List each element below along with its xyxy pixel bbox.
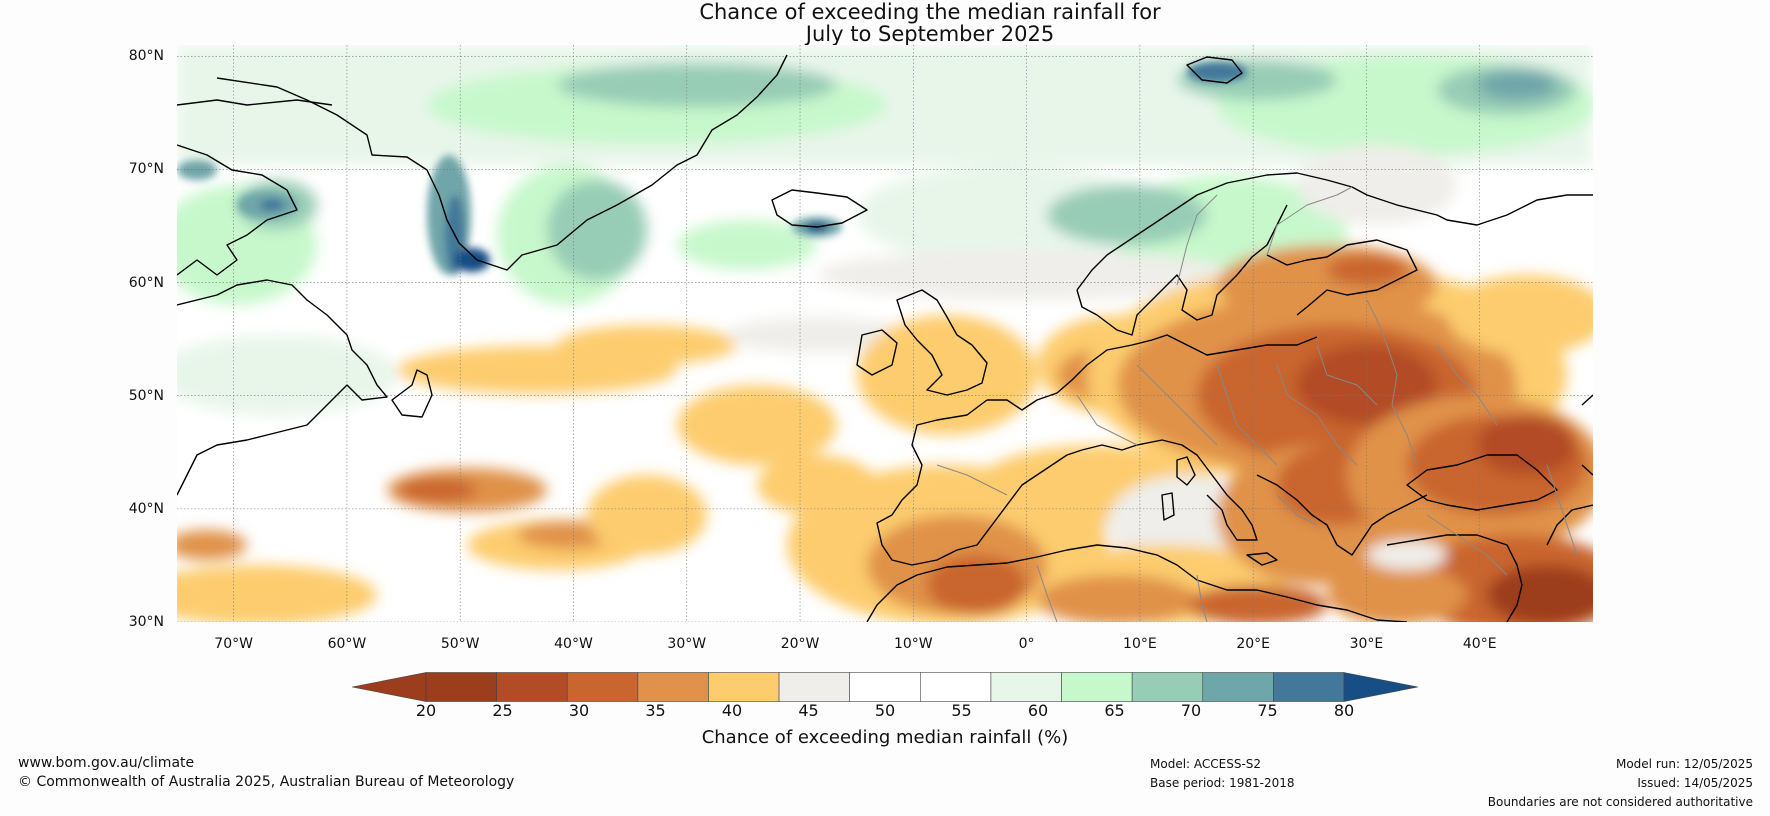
longitude-label: 40°W	[554, 636, 593, 652]
longitude-label: 30°W	[667, 636, 707, 652]
longitude-label: 30°E	[1349, 636, 1384, 652]
colorbar-segment	[849, 672, 921, 702]
colorbar-tick-label: 20	[415, 701, 437, 720]
latitude-label: 40°N	[128, 500, 164, 517]
colorbar-segment	[1273, 672, 1345, 702]
colorbar-label: Chance of exceeding median rainfall (%)	[701, 727, 1069, 748]
colorbar-segment	[425, 672, 497, 702]
colorbar-over-arrow	[1343, 672, 1418, 702]
colorbar-tick-label: 65	[1104, 701, 1125, 720]
chart-title-line-1: Chance of exceeding the median rainfall …	[699, 0, 1161, 24]
model-run-date: Model run: 12/05/2025	[1615, 757, 1753, 771]
colorbar-tick-label: 55	[951, 701, 972, 720]
colorbar-tick-label: 80	[1333, 701, 1355, 720]
latitude-label: 70°N	[128, 161, 164, 178]
national-borders	[936, 186, 1578, 622]
longitude-label: 40°E	[1462, 636, 1497, 652]
latitude-label: 50°N	[128, 387, 164, 404]
longitude-label: 10°W	[893, 636, 933, 652]
longitude-label: 20°E	[1236, 636, 1270, 652]
base-period: Base period: 1981-2018	[1150, 776, 1295, 790]
longitude-label: 50°W	[440, 636, 480, 652]
copyright-notice: © Commonwealth of Australia 2025, Austra…	[18, 774, 515, 790]
longitude-label: 60°W	[327, 636, 367, 652]
website-url[interactable]: www.bom.gov.au/climate	[18, 755, 195, 771]
gridlines	[177, 45, 1593, 622]
longitude-label: 10°E	[1123, 636, 1157, 652]
latitude-label: 30°N	[128, 614, 164, 630]
boundary-disclaimer: Boundaries are not considered authoritat…	[1487, 795, 1753, 809]
colorbar-under-arrow	[352, 672, 427, 702]
forecast-map	[177, 45, 1593, 622]
colorbar-segment	[566, 672, 639, 702]
colorbar-segment	[920, 672, 992, 702]
colorbar-segment	[990, 672, 1062, 702]
colorbar-tick-label: 45	[798, 701, 819, 720]
colorbar-segment	[708, 672, 780, 702]
model-name: Model: ACCESS-S2	[1150, 757, 1262, 771]
colorbar-segment	[1202, 672, 1274, 702]
colorbar-segment	[1061, 672, 1133, 702]
longitude-label: 70°W	[214, 636, 253, 652]
coastlines	[177, 54, 1593, 622]
colorbar-segment	[496, 672, 568, 702]
colorbar-tick-label: 50	[874, 701, 896, 720]
colorbar	[352, 672, 1418, 702]
colorbar-tick-label: 60	[1027, 701, 1049, 720]
colorbar-segment	[1131, 672, 1204, 702]
issued-date: Issued: 14/05/2025	[1637, 776, 1753, 790]
latitude-label: 80°N	[128, 48, 164, 65]
colorbar-segment	[637, 672, 709, 702]
colorbar-tick-label: 40	[721, 701, 743, 720]
longitude-label: 20°W	[780, 636, 820, 652]
colorbar-tick-label: 75	[1257, 701, 1278, 720]
latitude-label: 60°N	[128, 274, 164, 291]
colorbar-tick-label: 70	[1180, 701, 1202, 720]
longitude-label: 0°	[1018, 636, 1035, 652]
colorbar-tick-label: 35	[645, 701, 666, 720]
chart-title-line-2: July to September 2025	[805, 22, 1055, 46]
colorbar-tick-label: 30	[568, 701, 590, 720]
colorbar-segment	[778, 672, 850, 702]
colorbar-tick-label: 25	[492, 701, 513, 720]
